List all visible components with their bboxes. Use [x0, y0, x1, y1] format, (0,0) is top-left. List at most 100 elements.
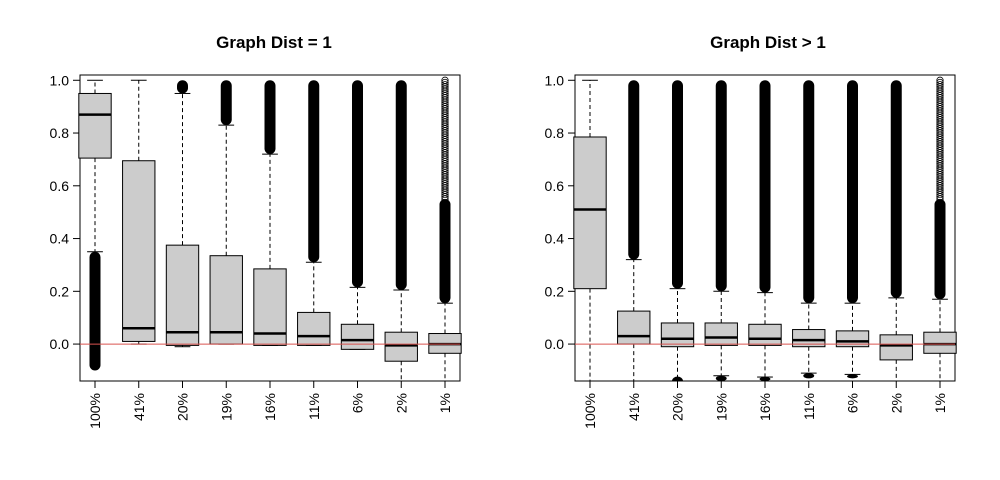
- box-20%: [660, 80, 695, 382]
- outlier-cluster: [890, 80, 902, 298]
- outlier-cluster: [847, 374, 858, 379]
- x-tick-label: 20%: [175, 393, 191, 421]
- box-11%: [792, 80, 826, 379]
- box-rect: [748, 323, 782, 346]
- outliers: [715, 80, 727, 381]
- outlier-cluster: [715, 375, 727, 381]
- outliers: [934, 76, 946, 300]
- box-rect: [573, 136, 607, 290]
- outliers: [177, 80, 188, 94]
- outlier-cluster: [759, 377, 771, 381]
- outliers: [890, 80, 902, 298]
- outlier-cluster: [672, 376, 683, 381]
- outlier-cluster: [220, 80, 232, 126]
- y-tick-label: 0.4: [545, 231, 565, 247]
- outlier-cluster: [352, 80, 363, 288]
- outlier-cluster: [803, 373, 815, 379]
- y-tick-label: 0.8: [545, 125, 565, 141]
- x-tick-label: 2%: [888, 393, 904, 413]
- x-tick-label: 11%: [306, 393, 322, 420]
- box-100%: [573, 79, 607, 382]
- y-tick-label: 0.6: [50, 178, 70, 194]
- box-19%: [209, 80, 243, 345]
- x-tick-label: 1%: [932, 393, 948, 413]
- box-19%: [704, 80, 738, 381]
- chart-title: Graph Dist > 1: [710, 33, 826, 52]
- outliers: [803, 80, 815, 379]
- box-6%: [835, 80, 870, 379]
- outlier-cluster: [439, 198, 451, 304]
- outlier-cluster: [759, 80, 771, 293]
- box-rect: [78, 92, 112, 159]
- box-rect: [297, 311, 331, 346]
- outlier-point: [936, 193, 944, 201]
- box-rect: [209, 255, 243, 345]
- box-rect: [923, 331, 957, 354]
- outlier-cluster: [847, 80, 858, 304]
- outlier-cluster: [803, 80, 815, 304]
- x-tick-label: 2%: [393, 393, 409, 413]
- x-tick-label: 16%: [262, 393, 278, 421]
- x-tick-label: 6%: [350, 393, 366, 413]
- x-tick-label: 100%: [87, 393, 103, 429]
- x-tick-label: 11%: [801, 393, 817, 420]
- outliers: [395, 80, 407, 290]
- box-1%: [923, 76, 957, 382]
- outlier-point: [936, 190, 944, 199]
- outliers: [628, 80, 640, 260]
- x-tick-label: 41%: [131, 393, 147, 421]
- y-tick-label: 0.2: [545, 283, 565, 299]
- x-tick-label: 20%: [670, 393, 686, 421]
- x-tick-label: 6%: [845, 393, 861, 413]
- y-tick-label: 0.0: [50, 336, 70, 352]
- outlier-point: [441, 190, 449, 199]
- y-tick-label: 0.8: [50, 125, 70, 141]
- outliers: [439, 76, 451, 304]
- y-tick-label: 0.0: [545, 336, 565, 352]
- outliers: [308, 80, 320, 263]
- outliers: [759, 80, 771, 381]
- outlier-cluster: [177, 80, 188, 94]
- box-rect: [879, 334, 913, 361]
- x-tick-label: 16%: [757, 393, 773, 421]
- x-tick-label: 41%: [626, 393, 642, 421]
- box-100%: [78, 79, 112, 371]
- y-tick-label: 0.2: [50, 283, 70, 299]
- outlier-cluster: [395, 80, 407, 290]
- x-tick-label: 100%: [582, 393, 598, 429]
- box-rect: [165, 244, 200, 346]
- box-rect: [617, 310, 651, 345]
- outliers: [264, 80, 276, 155]
- box-rect: [835, 330, 870, 348]
- box-rect: [660, 322, 695, 348]
- outlier-cluster: [628, 80, 640, 260]
- outliers: [220, 80, 232, 126]
- outliers: [89, 251, 101, 371]
- box-16%: [748, 80, 782, 381]
- outlier-cluster: [264, 80, 276, 155]
- box-1%: [428, 76, 462, 382]
- box-rect: [792, 329, 826, 348]
- x-tick-label: 19%: [713, 393, 729, 421]
- box-11%: [297, 80, 331, 346]
- box-rect: [122, 160, 156, 342]
- box-2%: [879, 80, 913, 382]
- panel-graph-dist-1: Graph Dist = 1 0.0 0.2 0.4 0.6 0.8 1.0 100% 41%…: [50, 33, 462, 429]
- outlier-cluster: [89, 251, 101, 371]
- box-rect: [704, 322, 738, 346]
- box-rect: [384, 331, 418, 362]
- x-tick-label: 1%: [437, 393, 453, 413]
- box-41%: [617, 80, 651, 382]
- chart-title: Graph Dist = 1: [216, 33, 332, 52]
- box-6%: [340, 80, 375, 350]
- y-tick-label: 1.0: [545, 72, 565, 88]
- outlier-cluster: [715, 80, 727, 292]
- outliers: [847, 80, 858, 379]
- outlier-point: [441, 193, 449, 201]
- outlier-cluster: [934, 198, 946, 300]
- panel-graph-dist-gt-1: Graph Dist > 1 0.0 0.2 0.4 0.6 0.8 1.0 100% 41%…: [545, 33, 957, 429]
- x-tick-label: 19%: [218, 393, 234, 421]
- box-2%: [384, 80, 418, 382]
